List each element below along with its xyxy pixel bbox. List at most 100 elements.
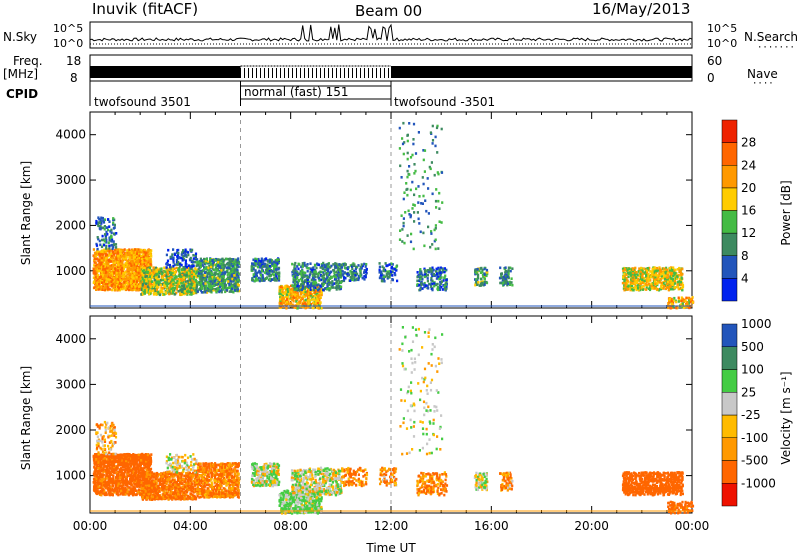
data-cell [130, 264, 132, 267]
data-cell [227, 280, 229, 283]
data-cell [160, 267, 162, 270]
data-cell [122, 272, 124, 275]
data-cell [180, 282, 182, 285]
data-cell [294, 287, 296, 290]
data-cell [231, 260, 233, 263]
data-cell [262, 265, 264, 268]
data-cell [108, 259, 110, 262]
data-cell [122, 275, 124, 278]
data-cell [302, 265, 304, 268]
data-cell [107, 288, 109, 291]
data-cell [167, 260, 169, 263]
data-cell [500, 273, 502, 276]
data-cell [98, 288, 100, 291]
data-cell [117, 252, 119, 255]
data-cell [210, 290, 212, 293]
data-cell [108, 247, 110, 250]
data-cell [624, 268, 626, 271]
data-cell [213, 277, 215, 280]
data-cell [305, 299, 307, 302]
data-cell [317, 300, 319, 303]
data-cell [298, 263, 300, 266]
data-cell [151, 276, 153, 279]
data-cell [223, 259, 225, 262]
data-cell [273, 279, 275, 282]
data-cell [266, 265, 268, 268]
data-cell [169, 272, 171, 275]
data-cell [319, 284, 321, 287]
data-cell [125, 257, 127, 260]
data-cell [111, 255, 113, 258]
data-cell [502, 282, 504, 285]
data-cell [129, 254, 131, 257]
data-cell [110, 229, 112, 232]
data-cell [128, 269, 130, 272]
data-cell [291, 263, 293, 266]
data-cell [309, 274, 311, 277]
data-cell [149, 258, 151, 261]
data-cell [219, 286, 221, 289]
data-cell [380, 270, 382, 273]
data-cell [356, 278, 358, 281]
data-cell [427, 287, 429, 290]
data-cell [99, 276, 101, 279]
data-cell [433, 269, 435, 272]
data-cell [106, 250, 108, 253]
data-cell [442, 288, 444, 291]
data-cell [141, 261, 143, 264]
data-cell [233, 261, 235, 264]
data-cell [114, 226, 116, 229]
data-cell [508, 267, 510, 270]
data-cell [389, 276, 391, 279]
data-cell [100, 219, 102, 222]
data-cell [103, 287, 105, 290]
freq-band [391, 66, 692, 78]
data-cell [337, 285, 339, 288]
data-cell [189, 279, 191, 282]
data-cell [117, 255, 119, 258]
data-cell [197, 264, 199, 267]
data-cell [208, 272, 210, 275]
data-cell [140, 255, 142, 258]
data-cell [304, 279, 306, 282]
data-cell [420, 272, 422, 275]
data-cell [222, 280, 224, 283]
data-cell [394, 274, 396, 277]
data-cell [302, 274, 304, 277]
data-cell [477, 268, 479, 271]
data-cell [511, 284, 513, 287]
data-cell [132, 274, 134, 277]
data-cell [190, 250, 192, 253]
data-cell [113, 286, 115, 289]
data-cell [193, 292, 195, 295]
data-cell [181, 293, 183, 296]
data-cell [499, 282, 501, 285]
data-cell [105, 286, 107, 289]
data-cell [234, 268, 236, 271]
data-cell [382, 270, 384, 273]
data-cell [138, 285, 140, 288]
data-cell [647, 267, 649, 270]
data-cell [172, 283, 174, 286]
data-cell [310, 282, 312, 285]
data-cell [442, 268, 444, 271]
data-cell [391, 266, 393, 269]
data-cell [435, 284, 437, 287]
data-cell [295, 298, 297, 301]
data-cell [484, 283, 486, 286]
data-cell [506, 275, 508, 278]
data-cell [205, 262, 207, 265]
data-cell [296, 265, 298, 268]
data-cell [172, 290, 174, 293]
data-cell [329, 277, 331, 280]
data-cell [351, 264, 353, 267]
data-cell [229, 260, 231, 263]
data-cell [127, 283, 129, 286]
data-cell [663, 285, 665, 288]
data-cell [308, 301, 310, 304]
data-cell [109, 284, 111, 287]
data-cell [443, 271, 445, 274]
data-cell [280, 302, 282, 305]
data-cell [361, 263, 363, 266]
data-cell [128, 248, 130, 251]
